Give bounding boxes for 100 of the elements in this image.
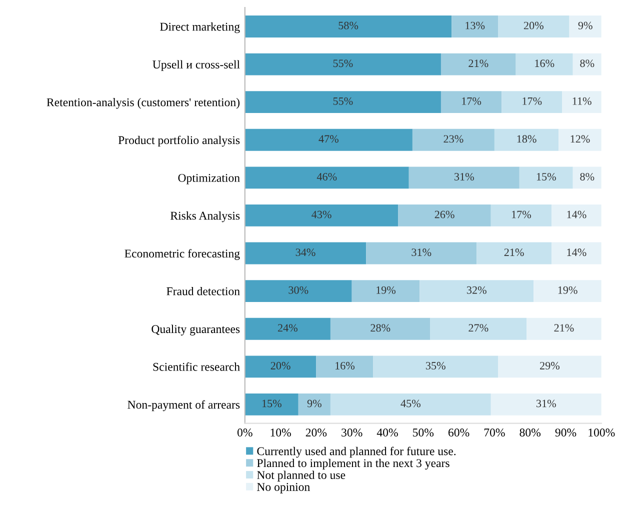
- bar: [440, 91, 502, 114]
- bar: [244, 128, 412, 151]
- data-label: 15%: [536, 172, 556, 180]
- data-label: 24%: [278, 324, 298, 332]
- bar: [244, 280, 352, 302]
- bar: [244, 204, 398, 226]
- y-tick-label: Product portfolio analysis: [118, 136, 240, 147]
- data-label: 8%: [580, 60, 594, 68]
- y-tick-label: Fraud detection: [166, 286, 240, 296]
- data-label: 17%: [522, 97, 542, 105]
- bar: [244, 318, 330, 340]
- data-label: 46%: [316, 172, 337, 180]
- x-tick-label: 40%: [376, 428, 398, 437]
- data-label: 58%: [338, 22, 358, 30]
- bar: [316, 356, 374, 378]
- bar: [490, 204, 552, 226]
- y-tick-label: Econometric forecasting: [124, 249, 240, 260]
- bar: [420, 280, 534, 302]
- bar: [572, 166, 602, 189]
- bar: [494, 128, 559, 151]
- data-label: 35%: [426, 362, 446, 370]
- data-label: 8%: [580, 172, 594, 180]
- bar: [244, 53, 441, 76]
- x-tick-label: 10%: [270, 428, 291, 437]
- data-label: 9%: [578, 22, 592, 30]
- y-tick-label: Quality guarantees: [152, 324, 240, 336]
- data-label: 14%: [567, 248, 586, 256]
- data-label: 14%: [567, 210, 586, 218]
- data-label: 29%: [540, 362, 560, 370]
- bar: [440, 53, 516, 76]
- data-label: 43%: [312, 210, 332, 218]
- legend-label: Not planned to use: [257, 470, 346, 482]
- bar: [569, 16, 602, 38]
- bar: [412, 128, 494, 151]
- data-label: 26%: [434, 210, 454, 218]
- bar: [244, 356, 316, 378]
- bar: [572, 53, 602, 76]
- y-tick-label: Direct marketing: [160, 22, 240, 34]
- x-tick-label: 90%: [555, 428, 576, 437]
- data-label: 34%: [296, 248, 316, 256]
- data-label: 12%: [570, 135, 590, 143]
- legend-label: No opinion: [257, 482, 310, 494]
- y-tick-label: Upsell и cross-sell: [152, 60, 240, 71]
- bar: [551, 204, 602, 226]
- data-label: 17%: [462, 97, 482, 105]
- data-label: 17%: [512, 210, 531, 218]
- bar: [352, 280, 420, 302]
- data-label: 28%: [370, 324, 390, 332]
- bar: [490, 393, 602, 416]
- data-label: 16%: [535, 60, 554, 68]
- data-label: 47%: [318, 135, 338, 143]
- data-label: 16%: [336, 362, 355, 370]
- bar: [244, 242, 366, 264]
- data-label: 9%: [307, 400, 322, 408]
- x-tick-label: 30%: [342, 428, 362, 437]
- data-label: 18%: [517, 135, 536, 143]
- data-label: 23%: [444, 135, 464, 143]
- bar: [330, 393, 491, 416]
- bar: [498, 16, 570, 38]
- y-tick-label: Risks Analysis: [170, 211, 240, 222]
- data-label: 31%: [454, 172, 474, 180]
- bar: [562, 91, 602, 114]
- legend-label: Planned to implement in the next 3 years: [257, 458, 450, 470]
- bar: [398, 204, 491, 226]
- bar: [430, 318, 527, 340]
- bar: [244, 16, 452, 38]
- bar: [526, 318, 602, 340]
- bar: [244, 91, 441, 114]
- bar: [373, 356, 498, 378]
- y-tick-label: Optimization: [178, 174, 240, 184]
- bar: [298, 393, 330, 416]
- data-label: 15%: [262, 400, 282, 408]
- data-label: 19%: [558, 286, 578, 294]
- data-label: 27%: [468, 324, 488, 332]
- data-label: 30%: [288, 286, 308, 294]
- data-label: 32%: [466, 286, 486, 294]
- data-label: 55%: [333, 97, 353, 105]
- bar: [476, 242, 552, 264]
- x-tick-label: 100%: [588, 428, 615, 437]
- data-label: 45%: [400, 400, 420, 408]
- bar: [244, 166, 409, 189]
- data-label: 21%: [504, 248, 524, 256]
- bar: [558, 128, 602, 151]
- bar: [551, 242, 602, 264]
- data-label: 21%: [468, 60, 488, 68]
- legend-label: Currently used and planned for future use.: [257, 446, 456, 458]
- data-label: 21%: [554, 324, 574, 332]
- bar: [519, 166, 573, 189]
- x-tick-label: 60%: [448, 428, 470, 437]
- x-tick-label: 20%: [306, 428, 327, 437]
- bar: [498, 356, 602, 378]
- bar: [534, 280, 602, 302]
- x-tick-label: 80%: [520, 428, 541, 437]
- data-label: 31%: [412, 248, 432, 256]
- bar: [516, 53, 573, 76]
- data-label: 11%: [572, 97, 592, 105]
- y-tick-label: Non-payment of arrears: [128, 400, 240, 412]
- bar: [408, 166, 520, 189]
- bar: [452, 16, 498, 38]
- data-label: 55%: [333, 60, 353, 68]
